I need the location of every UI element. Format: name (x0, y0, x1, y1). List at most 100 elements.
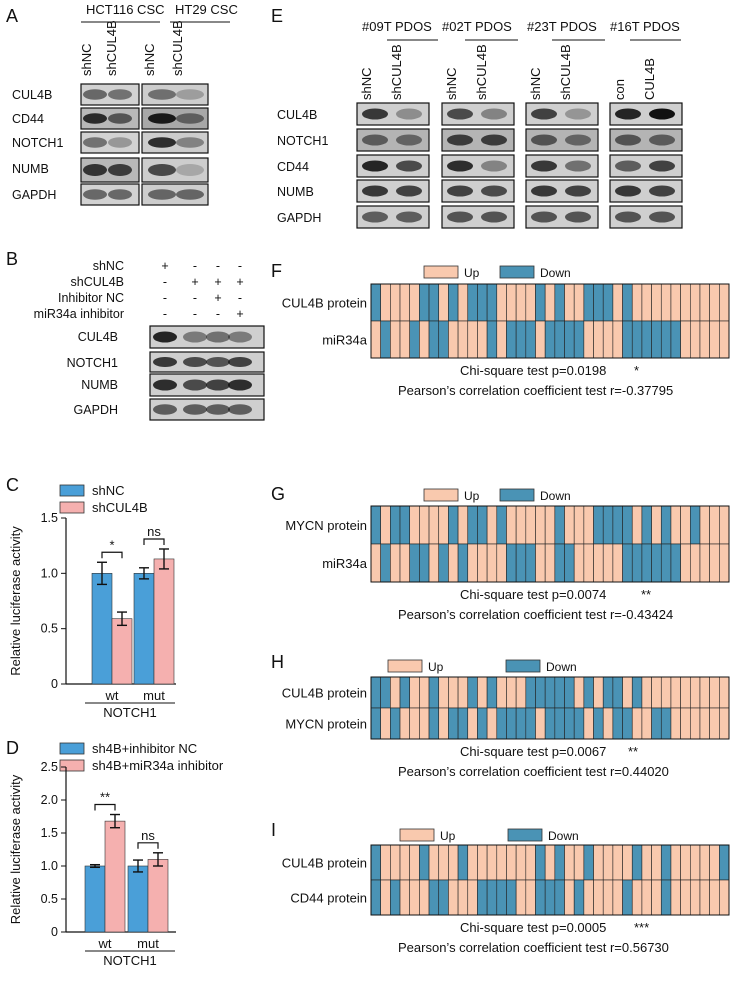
heatmap-cell (506, 879, 517, 916)
heatmap-cell (564, 844, 575, 881)
legend-up-label: Up (464, 266, 480, 280)
heatmap-cell (486, 283, 498, 322)
heatmap-cell (612, 844, 623, 881)
band (565, 108, 591, 120)
heatmap-cell (593, 283, 604, 322)
heatmap-cell (467, 283, 478, 322)
row-label: NUMB (12, 162, 49, 176)
heatmap-cell (457, 320, 469, 359)
heatmap-cell (390, 505, 401, 545)
heatmap-cell (680, 676, 691, 709)
heatmap-cell (719, 676, 730, 709)
row-label: NUMB (277, 185, 314, 199)
heatmap-row-label: miR34a (322, 556, 368, 571)
heatmap-cell (612, 320, 623, 359)
heatmap-cell (467, 707, 478, 740)
heatmap-cell (438, 676, 449, 709)
condition-mark: + (236, 275, 243, 289)
heatmap-cell (419, 707, 430, 740)
heatmap-cell (428, 543, 440, 583)
lane-label: shNC (528, 67, 543, 100)
heatmap-cell (399, 844, 411, 881)
bar-mut-2 (147, 859, 169, 933)
heatmap-cell (554, 505, 565, 545)
band (565, 160, 591, 172)
heatmap-cell (515, 320, 527, 359)
heatmap-cell (399, 543, 411, 583)
y-tick-label: 1.5 (41, 826, 58, 840)
heatmap-cell (660, 320, 672, 359)
heatmap-cell (660, 543, 672, 583)
y-axis-label: Relative luciferase activity (8, 774, 23, 924)
heatmap-cell (719, 707, 730, 740)
heatmap-cell (496, 320, 507, 359)
condition-label: Inhibitor NC (58, 291, 124, 305)
band (206, 357, 230, 367)
significance-bracket (137, 842, 159, 849)
band (206, 379, 230, 391)
heatmap-cell (515, 844, 527, 881)
heatmap-cell (573, 707, 585, 740)
panel-b-western-blot: shNC + - - - shCUL4B - + + + Inhibitor NC - - + - miR34… (34, 259, 265, 421)
band (649, 211, 675, 223)
heatmap-cell (428, 676, 440, 709)
condition-mark: - (216, 259, 220, 273)
band (153, 379, 177, 391)
heatmap-cell (583, 543, 594, 583)
heatmap-cell (535, 320, 546, 359)
legend-up-label: Up (440, 829, 456, 843)
condition-mark: + (214, 275, 221, 289)
heatmap-cell (428, 283, 440, 322)
heatmap-cell (631, 879, 643, 916)
heatmap-cell (390, 707, 401, 740)
band (153, 331, 177, 343)
heatmap-cell (709, 320, 720, 359)
heatmap-cell (409, 707, 420, 740)
heatmap-cell (457, 676, 469, 709)
x-group-label: NOTCH1 (103, 705, 156, 720)
heatmap-cell (564, 283, 575, 322)
heatmap-cell (612, 283, 623, 322)
band (83, 189, 107, 200)
legend-label: sh4B+miR34a inhibitor (92, 758, 224, 773)
row-label: GAPDH (277, 211, 321, 225)
heatmap-cell (544, 320, 556, 359)
heatmap-cell (390, 879, 401, 916)
legend-down-swatch (507, 828, 543, 842)
band (83, 164, 107, 176)
panel-letter-i: I (271, 820, 276, 840)
heatmap-cell (689, 676, 701, 709)
band (83, 113, 107, 124)
heatmap-cell (719, 844, 730, 881)
group-label: #09T PDOS (362, 19, 432, 34)
panel-letter-a: A (6, 6, 18, 26)
heatmap-cell (670, 283, 681, 322)
band (206, 404, 230, 415)
heatmap-cell (438, 283, 449, 322)
heatmap-cell (477, 676, 488, 709)
pearson-result: Pearson’s correlation coefficient test r… (398, 940, 669, 955)
heatmap-cell (612, 707, 623, 740)
heatmap-cell (602, 676, 614, 709)
heatmap-cell (448, 676, 459, 709)
heatmap-cell (515, 543, 527, 583)
heatmap-cell (689, 543, 701, 583)
heatmap-border (370, 676, 730, 740)
heatmap-cell (622, 505, 633, 545)
lane-label: shCUL4B (104, 20, 119, 76)
legend-label: shCUL4B (92, 500, 148, 515)
heatmap-cell (544, 543, 556, 583)
band (153, 357, 177, 367)
heatmap-row-label: MYCN protein (285, 717, 367, 732)
heatmap-cell (399, 707, 411, 740)
panel-a-western-blot: HCT116 CSC HT29 CSC shNC shCUL4B shNC shCUL4B… (12, 2, 238, 206)
legend-down-label: Down (548, 829, 579, 843)
bar-mut-1 (133, 573, 155, 685)
heatmap-cell (380, 283, 391, 322)
heatmap-cell (651, 844, 662, 881)
band (108, 189, 132, 200)
band (108, 89, 132, 100)
heatmap-cell (409, 879, 420, 916)
pearson-result: Pearson’s correlation coefficient test r… (398, 764, 669, 779)
